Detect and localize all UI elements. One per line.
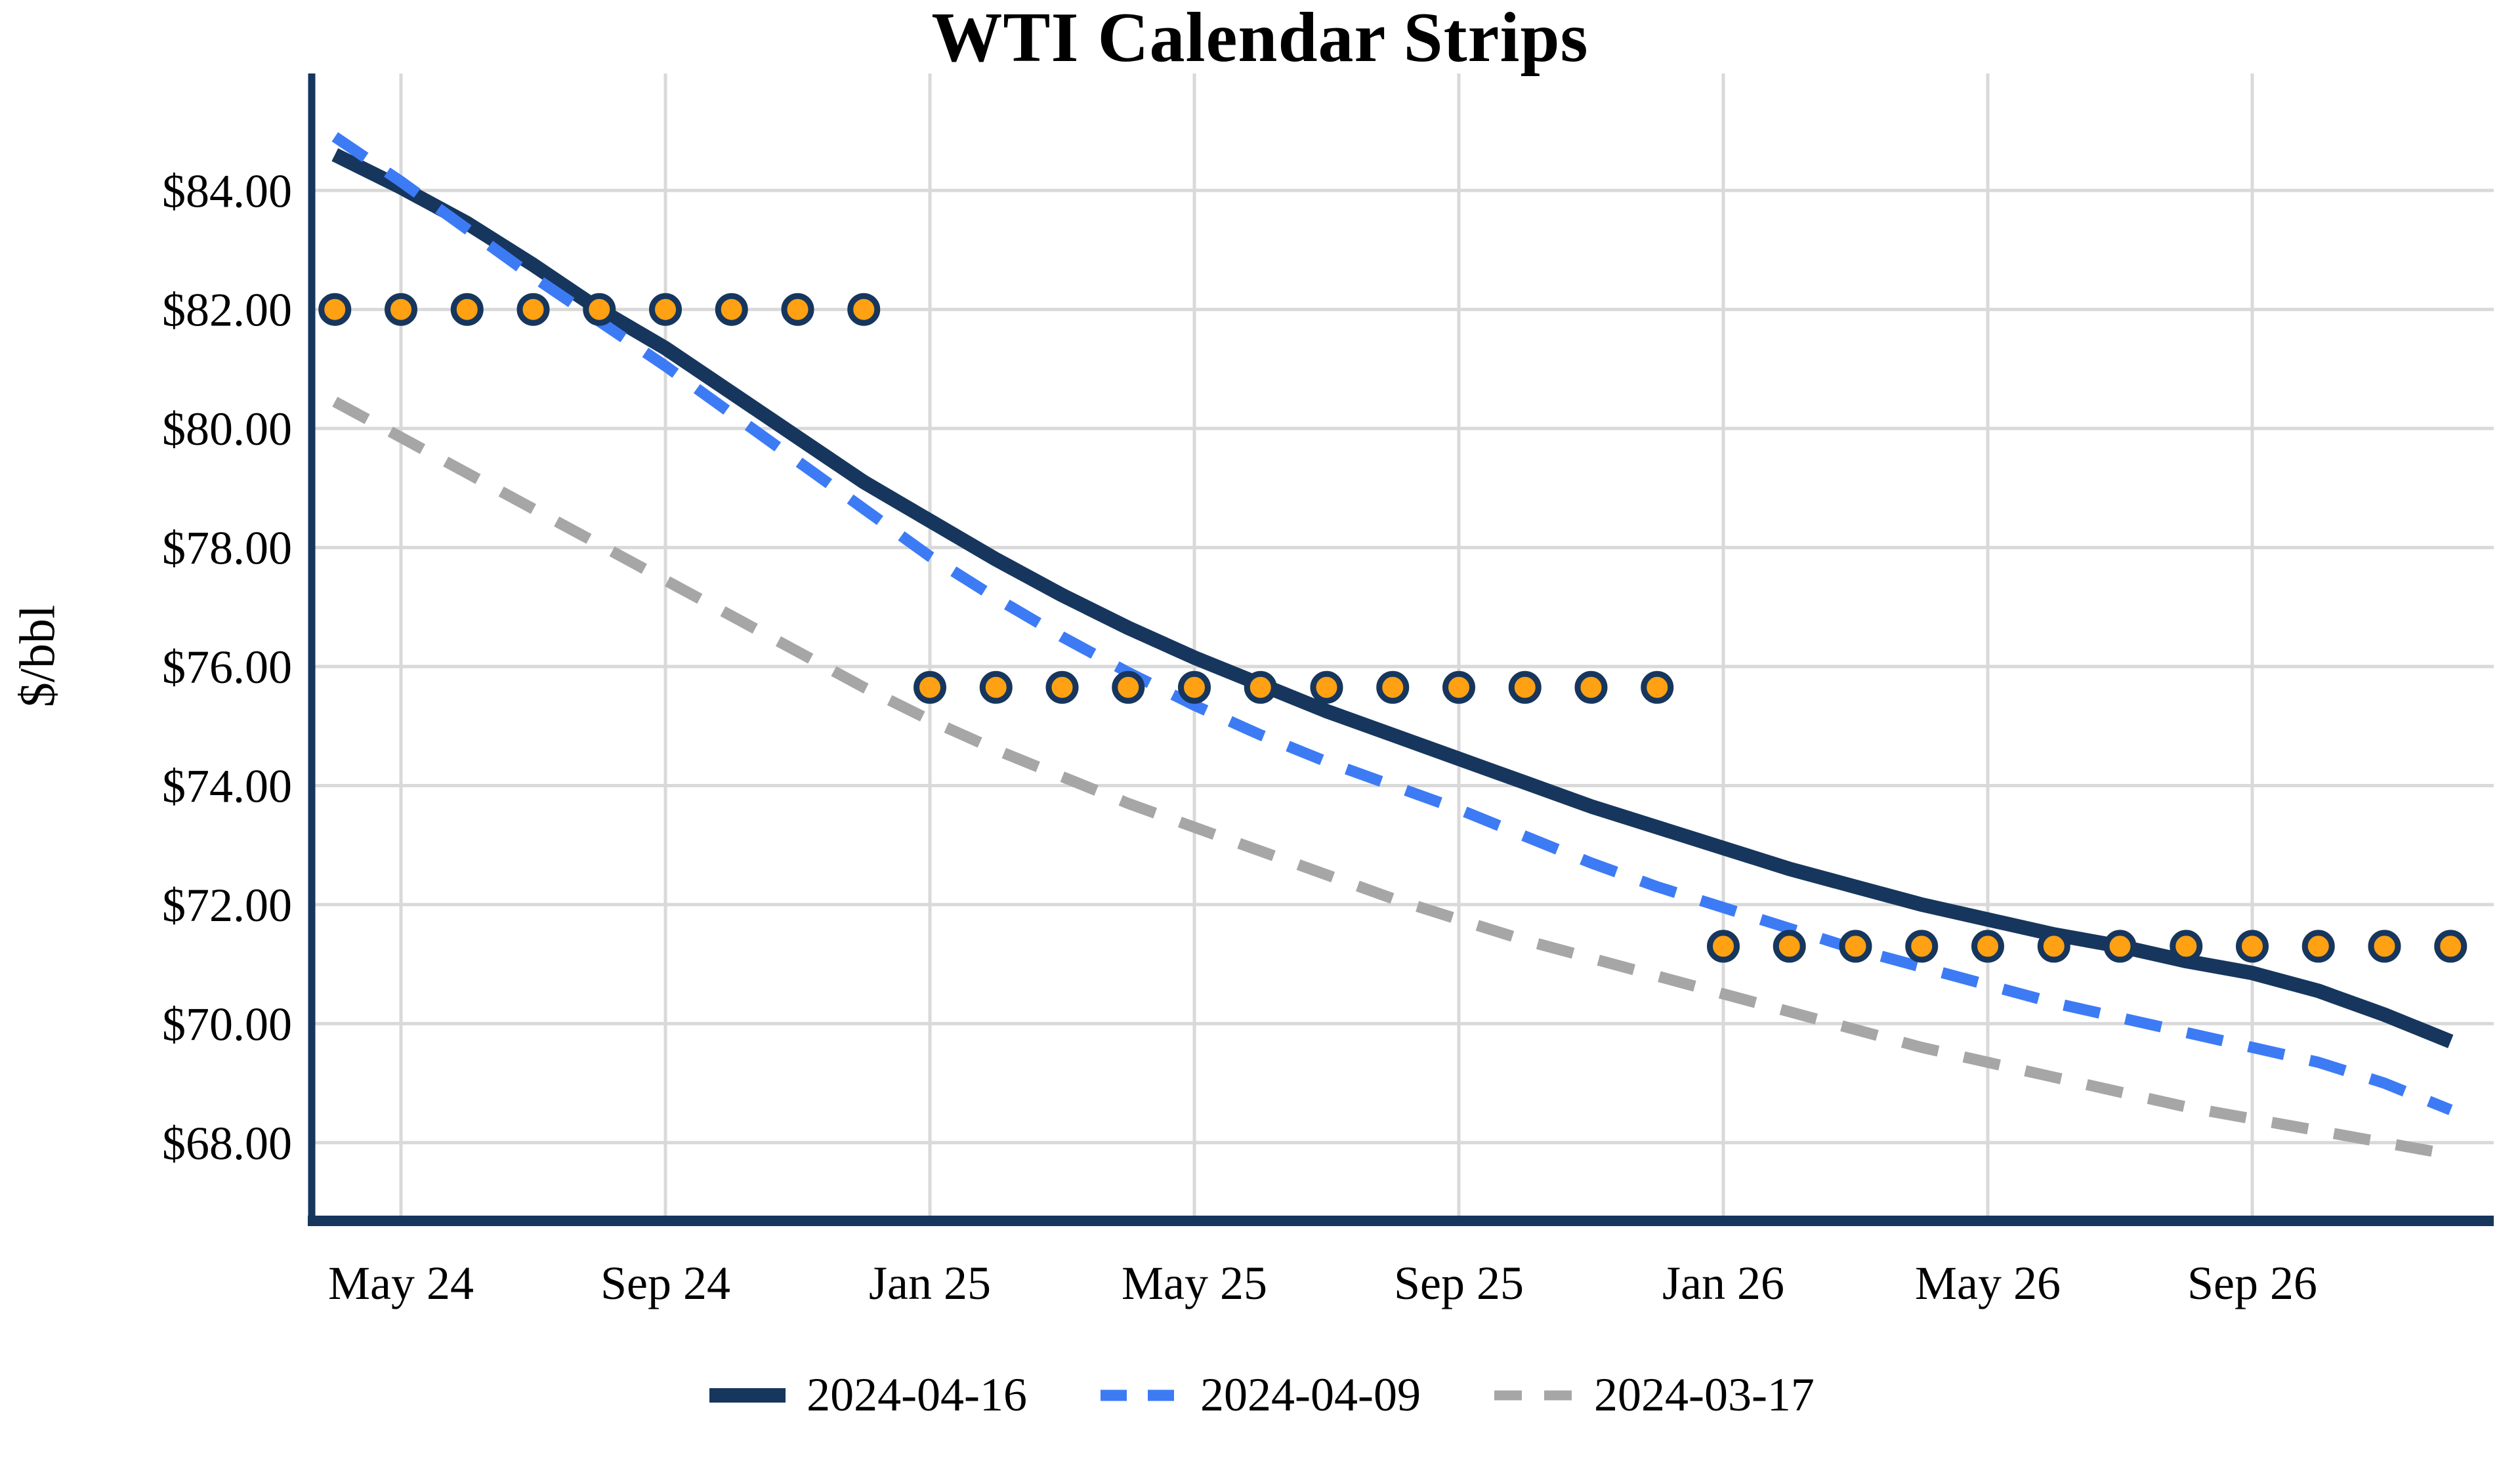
x-tick-label: May 25 [1122, 1257, 1267, 1309]
strip-dot [385, 293, 417, 326]
strip-dot [1178, 670, 1211, 704]
tick-labels: $84.00 $82.00 $80.00 $78.00 $76.00 $74.00 $72.… [162, 165, 2317, 1309]
legend-item-2024-03-17: 2024-03-17 [1493, 1368, 1815, 1422]
series-line-2024-03-17 [332, 396, 2452, 1161]
y-tick-label: $70.00 [162, 998, 292, 1050]
y-tick-label: $82.00 [162, 284, 292, 337]
strip-dot [781, 293, 814, 326]
x-tick-label: Sep 25 [1394, 1257, 1524, 1309]
solid-line-swatch-icon [709, 1388, 786, 1403]
strip-dot [1045, 670, 1079, 704]
y-tick-label: $78.00 [162, 522, 292, 575]
x-tick-label: Jan 26 [1662, 1257, 1784, 1309]
strip-dot [1376, 670, 1410, 704]
strip-dot [649, 293, 682, 326]
strip-dot [1707, 930, 1740, 963]
strip-dot [1508, 670, 1542, 704]
strip-dot [318, 293, 352, 326]
x-tick-label: Sep 24 [600, 1257, 730, 1309]
x-tick-label: May 26 [1915, 1257, 2061, 1309]
y-tick-label: $74.00 [162, 760, 292, 812]
chart-title: WTI Calendar Strips [931, 0, 1589, 77]
dashed-line-swatch-icon [1101, 1389, 1184, 1401]
series-line-2024-04-09 [331, 132, 2453, 1115]
strip-dot [1773, 930, 1806, 963]
legend-item-2024-04-16: 2024-04-16 [705, 1368, 1027, 1422]
strip-dot [914, 670, 946, 704]
strip-dot [1905, 930, 1939, 963]
strip-dot [847, 293, 881, 326]
series-lines [331, 132, 2454, 1161]
strip-dot [1442, 670, 1475, 704]
y-tick-label: $80.00 [162, 403, 292, 455]
legend-item-2024-04-09: 2024-04-09 [1099, 1368, 1421, 1422]
legend-label: 2024-04-16 [807, 1368, 1028, 1421]
strip-dot [2434, 930, 2468, 963]
strip-dot [2236, 930, 2269, 963]
legend-label: 2024-03-17 [1593, 1368, 1815, 1421]
strip-dot [1574, 670, 1608, 704]
y-tick-label: $68.00 [162, 1117, 292, 1170]
dashed-line-swatch-icon [1494, 1390, 1577, 1400]
strip-dot [1971, 930, 2004, 963]
legend: 2024-04-16 2024-04-09 2024-03-17 [0, 1368, 2520, 1422]
strip-dot [2037, 930, 2070, 963]
strip-dot [1839, 930, 1872, 963]
series-line-2024-04-16 [331, 148, 2454, 1048]
strip-dot [2368, 930, 2401, 963]
strip-dot [1641, 670, 1674, 704]
legend-label: 2024-04-09 [1200, 1368, 1421, 1421]
strip-dot [450, 293, 484, 326]
y-tick-label: $84.00 [162, 165, 292, 217]
strip-dot [715, 293, 748, 326]
strip-dot [1112, 670, 1145, 704]
strip-dot [2103, 930, 2137, 963]
axes [308, 73, 2494, 1226]
x-tick-label: May 24 [328, 1257, 474, 1309]
y-tick-label: $72.00 [162, 879, 292, 932]
x-tick-label: Sep 26 [2187, 1257, 2317, 1309]
strip-dot [583, 293, 616, 326]
gridlines [314, 73, 2494, 1218]
strip-dot [1244, 670, 1277, 704]
strip-dot [516, 293, 550, 326]
strip-dot [2301, 930, 2335, 963]
strip-dot [1310, 670, 1343, 704]
x-tick-label: Jan 25 [869, 1257, 991, 1309]
y-tick-label: $76.00 [162, 641, 292, 693]
strip-dot [2170, 930, 2203, 963]
strip-dot [979, 670, 1013, 704]
strip-dots [318, 293, 2468, 963]
